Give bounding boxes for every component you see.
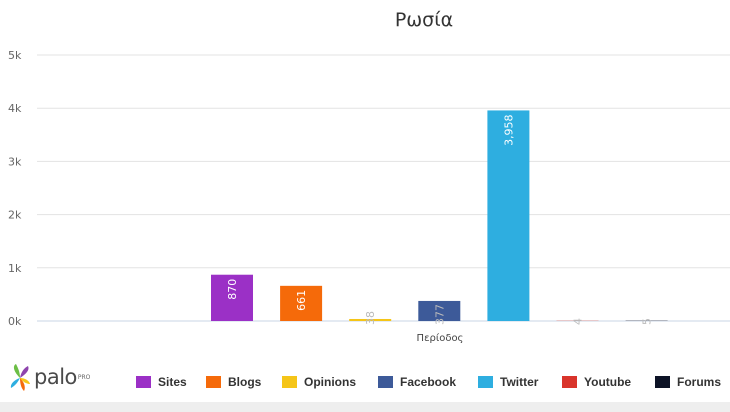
legend-item-sites[interactable]: Sites [136,375,187,389]
data-label-sites: 870 [226,279,239,300]
legend-label: Opinions [304,375,356,389]
legend-swatch [478,376,493,388]
data-label-opinions: 38 [364,311,377,325]
bar-opinions[interactable] [349,318,392,321]
palo-logo: palo PRO [8,360,90,394]
legend-item-youtube[interactable]: Youtube [562,375,631,389]
legend-item-forums[interactable]: Forums [655,375,721,389]
legend-label: Sites [158,375,187,389]
x-axis-label: Περίοδος [417,332,464,344]
brand-sup: PRO [77,373,91,381]
data-label-youtube: 4 [572,318,585,325]
legend-item-twitter[interactable]: Twitter [478,375,538,389]
legend-item-opinions[interactable]: Opinions [282,375,356,389]
data-label-twitter: 3,958 [502,114,515,146]
bar-blogs[interactable] [280,285,323,321]
data-label-forums: 5 [641,318,654,325]
brand-name: palo [34,365,77,389]
y-tick-label: 0k [8,315,22,328]
legend-label: Forums [677,375,722,389]
bar-facebook[interactable] [418,300,461,321]
legend-swatch [655,376,670,388]
legend-label: Youtube [584,375,632,389]
bar-chart: Ρωσία 0k 1k 2k 3k 4k 5k 870 661 38 377 3,958 4 5 Πε… [8,9,730,344]
bar-sites[interactable] [211,274,253,321]
legend-item-facebook[interactable]: Facebook [378,375,456,389]
legend-item-blogs[interactable]: Blogs [206,375,261,389]
legend-label: Blogs [228,375,262,389]
legend-label: Facebook [400,375,457,389]
legend-label: Twitter [500,375,539,389]
legend-swatch [378,376,393,388]
legend-swatch [206,376,221,388]
footer-strip [0,402,730,412]
y-tick-label: 2k [8,209,22,222]
chart-legend: Sites Blogs Opinions Facebook Twitter Youtube… [0,350,730,402]
legend-swatch [562,376,577,388]
chart-title: Ρωσία [395,9,453,31]
bar-twitter[interactable] [487,110,530,321]
y-tick-label: 5k [8,49,22,62]
data-label-facebook: 377 [433,304,446,325]
legend-swatch [136,376,151,388]
legend-swatch [282,376,297,388]
y-tick-label: 3k [8,155,22,168]
data-label-blogs: 661 [295,290,308,311]
chart-footer: palo PRO Sites Blogs Opinions Facebook Twitt… [0,350,730,402]
y-tick-label: 1k [8,262,22,275]
palo-leaf-icon [10,364,30,391]
y-tick-label: 4k [8,102,22,115]
